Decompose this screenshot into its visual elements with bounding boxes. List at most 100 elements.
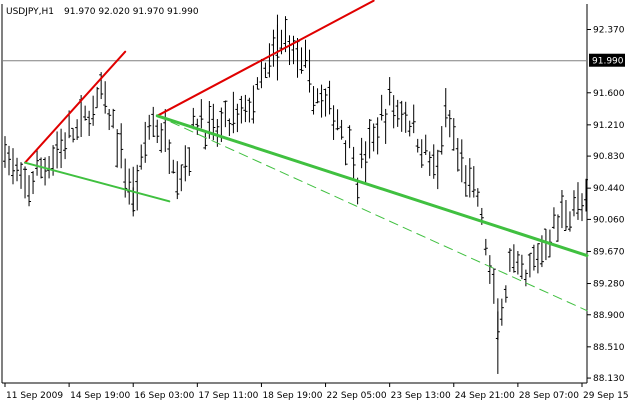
price-bar [115, 129, 120, 168]
price-bar [99, 72, 104, 100]
price-bar [55, 131, 60, 169]
chart-quote: 91.970 92.020 91.970 91.990 [64, 7, 199, 17]
price-bar [35, 148, 40, 176]
price-bar [255, 77, 260, 90]
price-bar [387, 77, 392, 106]
price-bar [251, 85, 256, 124]
price-bar [523, 269, 528, 287]
price-bar [327, 80, 332, 115]
price-bar [147, 114, 152, 140]
price-bar [415, 138, 420, 153]
y-tick-label: 88.130 [593, 374, 625, 384]
price-bar [155, 119, 160, 144]
y-tick-label: 91.600 [593, 89, 625, 99]
price-bar [291, 35, 296, 65]
price-bar [3, 136, 7, 168]
y-tick-label: 92.370 [593, 25, 625, 35]
price-bar [159, 123, 164, 153]
price-bar [7, 145, 12, 176]
price-bar [435, 149, 440, 190]
price-bar [283, 16, 288, 53]
price-bar [267, 43, 272, 78]
x-tick-label: 17 Sep 11:00 [198, 391, 258, 401]
price-bar [119, 123, 124, 169]
trend-line [24, 161, 171, 203]
price-bar [151, 106, 156, 138]
price-bar [527, 252, 532, 278]
trend-line [155, 114, 589, 258]
x-tick-label: 28 Sep 07:00 [519, 391, 579, 401]
price-bar [243, 94, 248, 123]
price-bar [463, 165, 468, 197]
price-bar [11, 148, 16, 185]
x-tick-label: 24 Sep 21:00 [455, 391, 515, 401]
price-bar [451, 118, 456, 151]
price-bar [63, 132, 68, 160]
price-bar [315, 88, 320, 104]
price-bar [559, 190, 564, 229]
price-bar [359, 137, 364, 169]
price-bar [299, 47, 304, 74]
price-bar [503, 285, 508, 303]
price-bar [191, 107, 196, 130]
price-bar [199, 99, 204, 129]
x-tick-label: 29 Sep 15:00 [583, 391, 628, 401]
price-bar [127, 168, 132, 205]
price-bar [83, 105, 88, 121]
price-bar [507, 248, 512, 272]
price-bar [391, 95, 396, 129]
price-bar [43, 157, 48, 186]
current-price-label: 91.990 [592, 57, 624, 67]
price-bar [239, 95, 244, 124]
price-bar [123, 158, 128, 198]
price-bar [363, 141, 368, 183]
price-bar [575, 182, 580, 220]
price-bar [335, 109, 340, 131]
price-bar [395, 99, 400, 127]
price-bar [31, 171, 36, 195]
price-bar [339, 119, 344, 140]
price-bar [235, 103, 240, 133]
price-bar [403, 101, 408, 133]
price-axis: 92.370 91.600 91.210 90.830 90.440 90.060 89.6… [587, 25, 625, 384]
price-bars [3, 14, 588, 374]
y-tick-label: 89.670 [593, 247, 625, 257]
price-bar [307, 49, 312, 93]
price-bar [407, 120, 412, 137]
y-tick-label: 90.060 [593, 215, 625, 225]
price-bar [515, 251, 520, 275]
price-bar [87, 110, 92, 136]
price-bar [27, 175, 32, 207]
price-bar [555, 214, 560, 242]
price-bar [399, 100, 404, 132]
price-bar [491, 268, 496, 304]
price-bar [303, 39, 308, 68]
price-bar [319, 84, 324, 118]
price-bar [171, 159, 176, 174]
y-tick-label: 91.210 [593, 121, 625, 131]
price-bar [347, 125, 352, 149]
price-bar [579, 193, 584, 222]
price-bar [375, 117, 380, 155]
price-bar [75, 119, 80, 140]
price-bar [231, 91, 236, 134]
price-bar [71, 127, 76, 143]
price-bar [111, 108, 116, 129]
y-tick-label: 89.280 [593, 280, 625, 290]
price-bar [227, 118, 232, 136]
price-bar [95, 86, 100, 109]
price-bar [567, 211, 572, 232]
price-bar [487, 255, 492, 284]
plot-frame [1, 4, 588, 384]
price-bar [443, 88, 448, 128]
price-bar [367, 119, 372, 159]
price-bar [459, 139, 464, 183]
x-tick-label: 18 Sep 19:00 [262, 391, 322, 401]
price-bar [383, 108, 388, 144]
price-bar [247, 97, 252, 123]
price-bar [311, 86, 316, 115]
x-tick-label: 16 Sep 03:00 [134, 391, 194, 401]
price-bar [175, 161, 180, 200]
price-bar [471, 166, 476, 198]
